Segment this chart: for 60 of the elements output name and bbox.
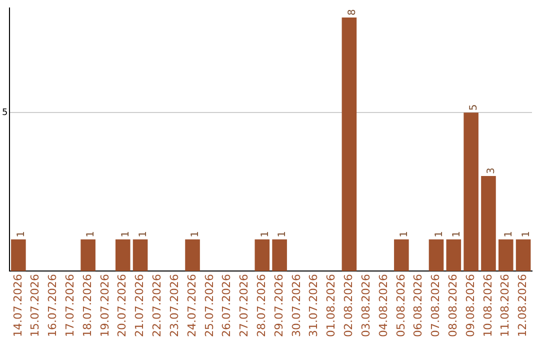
x-tick-label: 26.07.2026: [220, 274, 234, 338]
x-tick-label: 01.08.2026: [324, 274, 338, 338]
x-tick-label: 18.07.2026: [80, 274, 94, 338]
data-label: 1: [503, 230, 514, 238]
bar: [115, 239, 130, 272]
bar: [498, 239, 514, 272]
bar: [516, 239, 531, 272]
x-tick-label: 27.07.2026: [238, 274, 251, 338]
x-tick-label: 23.07.2026: [168, 274, 181, 338]
x-tick-label: 15.07.2026: [28, 274, 42, 338]
x-tick-label: 09.08.2026: [464, 274, 477, 338]
x-tick-label: 28.07.2026: [255, 274, 268, 338]
x-tick-label: 05.08.2026: [394, 274, 408, 338]
data-label: 5: [468, 104, 480, 111]
x-tick-label: 22.07.2026: [150, 274, 164, 338]
data-label: 1: [138, 230, 149, 238]
x-tick-label: 21.07.2026: [133, 274, 146, 338]
x-tick-label: 20.07.2026: [116, 274, 129, 338]
x-tick-label: 30.07.2026: [290, 274, 303, 338]
bar: [80, 239, 96, 272]
bar: [185, 239, 200, 272]
bar: [11, 239, 26, 272]
x-tick-label: 02.08.2026: [342, 274, 356, 338]
x-tick-label: 03.08.2026: [359, 274, 372, 338]
bar: [394, 239, 409, 272]
data-label: 1: [120, 230, 132, 238]
bar: [342, 18, 357, 272]
bar: [481, 176, 496, 272]
x-tick-label: 31.07.2026: [307, 274, 320, 338]
data-label: 8: [346, 9, 358, 16]
data-label: 1: [260, 230, 271, 238]
x-tick-label: 04.08.2026: [376, 274, 390, 338]
bar: [132, 239, 148, 272]
data-label: 1: [190, 230, 202, 238]
x-tick-label: 24.07.2026: [185, 274, 198, 338]
x-tick-label: 10.08.2026: [481, 274, 494, 338]
bar: [254, 239, 270, 272]
x-tick-label: 07.08.2026: [429, 274, 442, 338]
x-tick-label: 29.07.2026: [272, 274, 286, 338]
x-tick-label: 17.07.2026: [64, 274, 77, 338]
data-label: 1: [434, 230, 445, 238]
data-label: 1: [86, 230, 97, 238]
x-tick-label: 16.07.2026: [46, 274, 60, 338]
x-tick-label: 08.08.2026: [446, 274, 460, 338]
x-tick-label: 25.07.2026: [202, 274, 216, 338]
data-label: 1: [520, 230, 532, 238]
bar: [428, 239, 444, 272]
bar: [446, 239, 462, 272]
x-tick-label: 19.07.2026: [98, 274, 112, 338]
data-label: 1: [399, 230, 410, 238]
x-tick-label: 12.08.2026: [516, 274, 530, 338]
data-label: 1: [451, 230, 462, 238]
data-label: 3: [486, 168, 498, 174]
data-label: 1: [16, 230, 28, 238]
bar: [464, 112, 478, 272]
x-tick-label: 14.07.2026: [11, 274, 24, 338]
x-tick-label: 06.08.2026: [412, 274, 425, 338]
bar: [272, 239, 287, 272]
data-label: 1: [277, 230, 288, 238]
x-tick-label: 11.08.2026: [498, 274, 512, 338]
